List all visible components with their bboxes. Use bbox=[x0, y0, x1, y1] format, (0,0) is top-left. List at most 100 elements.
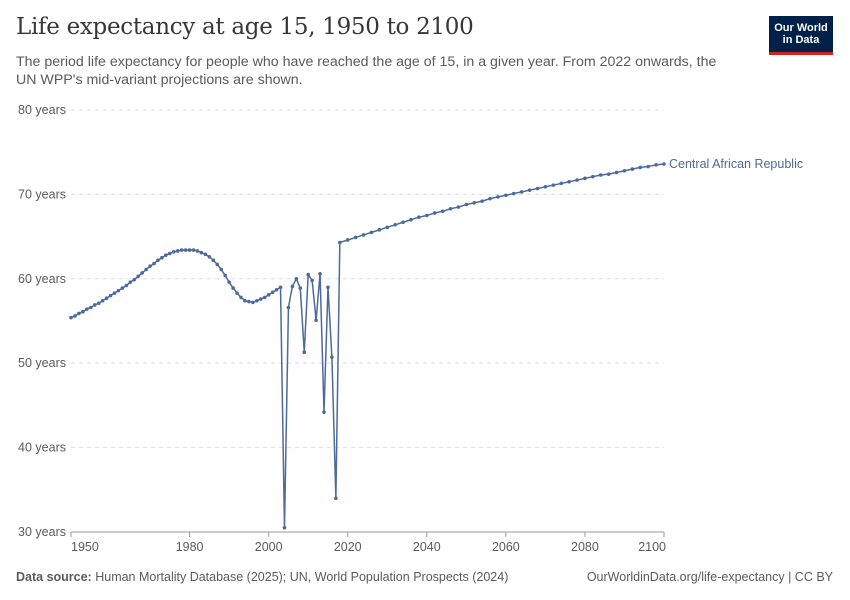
data-point[interactable] bbox=[88, 305, 93, 310]
data-point[interactable] bbox=[160, 255, 164, 260]
data-point[interactable] bbox=[401, 220, 405, 225]
data-point[interactable] bbox=[258, 297, 263, 301]
data-point[interactable] bbox=[156, 258, 160, 263]
data-point[interactable] bbox=[330, 355, 334, 360]
data-point[interactable] bbox=[262, 295, 267, 300]
data-point[interactable] bbox=[353, 235, 358, 240]
data-point[interactable] bbox=[543, 185, 548, 189]
data-point[interactable] bbox=[448, 206, 453, 211]
data-point[interactable] bbox=[96, 301, 101, 306]
data-point[interactable] bbox=[294, 277, 299, 281]
data-point[interactable] bbox=[385, 225, 390, 230]
data-point[interactable] bbox=[496, 195, 500, 199]
data-point[interactable] bbox=[409, 217, 413, 222]
data-point[interactable] bbox=[274, 287, 279, 292]
data-point[interactable] bbox=[243, 298, 247, 303]
data-point[interactable] bbox=[282, 525, 287, 530]
footer-link[interactable]: OurWorldinData.org/life-expectancy | CC … bbox=[586, 570, 833, 584]
data-point[interactable] bbox=[638, 165, 643, 170]
data-point[interactable] bbox=[223, 273, 227, 278]
data-point[interactable] bbox=[239, 295, 243, 300]
data-point[interactable] bbox=[310, 278, 314, 283]
data-point[interactable] bbox=[377, 228, 382, 232]
data-point[interactable] bbox=[152, 261, 156, 266]
owid-logo[interactable]: Our World in Data bbox=[769, 16, 833, 55]
data-point[interactable] bbox=[85, 307, 89, 311]
data-point[interactable] bbox=[527, 188, 532, 192]
data-point[interactable] bbox=[488, 196, 492, 201]
data-point[interactable] bbox=[195, 249, 200, 253]
data-point[interactable] bbox=[140, 271, 144, 275]
data-point[interactable] bbox=[108, 293, 113, 298]
data-point[interactable] bbox=[290, 284, 295, 289]
data-point[interactable] bbox=[191, 248, 196, 252]
data-point[interactable] bbox=[511, 191, 516, 196]
data-point[interactable] bbox=[219, 267, 224, 272]
data-point[interactable] bbox=[69, 315, 73, 320]
data-point[interactable] bbox=[464, 202, 469, 207]
data-point[interactable] bbox=[104, 296, 109, 301]
data-point[interactable] bbox=[227, 280, 231, 284]
data-point[interactable] bbox=[314, 318, 318, 322]
data-point[interactable] bbox=[318, 271, 322, 276]
data-point[interactable] bbox=[598, 173, 603, 177]
data-point[interactable] bbox=[606, 172, 611, 176]
data-point[interactable] bbox=[255, 298, 259, 303]
data-point[interactable] bbox=[136, 274, 141, 279]
data-point[interactable] bbox=[306, 272, 311, 277]
data-point[interactable] bbox=[440, 209, 445, 214]
data-point[interactable] bbox=[92, 303, 97, 307]
data-point[interactable] bbox=[168, 251, 172, 256]
data-point[interactable] bbox=[148, 264, 152, 268]
data-point[interactable] bbox=[432, 211, 437, 215]
data-point[interactable] bbox=[504, 193, 508, 198]
data-point[interactable] bbox=[519, 190, 524, 194]
data-point[interactable] bbox=[187, 248, 192, 252]
data-point[interactable] bbox=[215, 262, 220, 267]
data-point[interactable] bbox=[361, 233, 366, 237]
data-point[interactable] bbox=[583, 176, 587, 181]
data-point[interactable] bbox=[112, 291, 117, 295]
data-point[interactable] bbox=[654, 163, 658, 167]
data-point[interactable] bbox=[345, 238, 350, 242]
series-line[interactable] bbox=[70, 163, 665, 529]
data-point[interactable] bbox=[171, 249, 176, 254]
data-point[interactable] bbox=[116, 288, 121, 293]
data-point[interactable] bbox=[266, 293, 271, 297]
data-point[interactable] bbox=[164, 253, 168, 257]
data-point[interactable] bbox=[425, 213, 429, 218]
data-point[interactable] bbox=[326, 285, 330, 290]
data-point[interactable] bbox=[231, 286, 235, 290]
data-point[interactable] bbox=[270, 290, 275, 295]
data-point[interactable] bbox=[551, 183, 556, 187]
data-point[interactable] bbox=[179, 248, 184, 252]
data-point[interactable] bbox=[622, 168, 627, 173]
data-point[interactable] bbox=[77, 311, 81, 316]
data-point[interactable] bbox=[128, 280, 133, 284]
data-point[interactable] bbox=[456, 205, 461, 209]
data-point[interactable] bbox=[302, 350, 307, 355]
data-point[interactable] bbox=[334, 496, 338, 501]
data-point[interactable] bbox=[575, 178, 579, 182]
data-point[interactable] bbox=[480, 199, 484, 203]
data-point[interactable] bbox=[614, 170, 619, 175]
data-point[interactable] bbox=[646, 164, 650, 169]
data-point[interactable] bbox=[247, 299, 251, 304]
data-point[interactable] bbox=[559, 181, 564, 186]
data-point[interactable] bbox=[393, 222, 397, 227]
data-point[interactable] bbox=[175, 249, 180, 253]
data-point[interactable] bbox=[211, 258, 216, 263]
data-point[interactable] bbox=[298, 286, 303, 290]
data-point[interactable] bbox=[132, 277, 137, 282]
data-point[interactable] bbox=[286, 305, 291, 310]
data-point[interactable] bbox=[417, 215, 421, 219]
data-point[interactable] bbox=[144, 267, 148, 272]
data-point[interactable] bbox=[338, 240, 342, 245]
data-point[interactable] bbox=[203, 252, 208, 257]
data-point[interactable] bbox=[100, 298, 105, 303]
data-point[interactable] bbox=[322, 410, 326, 414]
data-point[interactable] bbox=[662, 162, 666, 166]
data-point[interactable] bbox=[235, 291, 239, 295]
data-point[interactable] bbox=[207, 255, 212, 259]
series-label[interactable]: Central African Republic bbox=[669, 157, 803, 171]
